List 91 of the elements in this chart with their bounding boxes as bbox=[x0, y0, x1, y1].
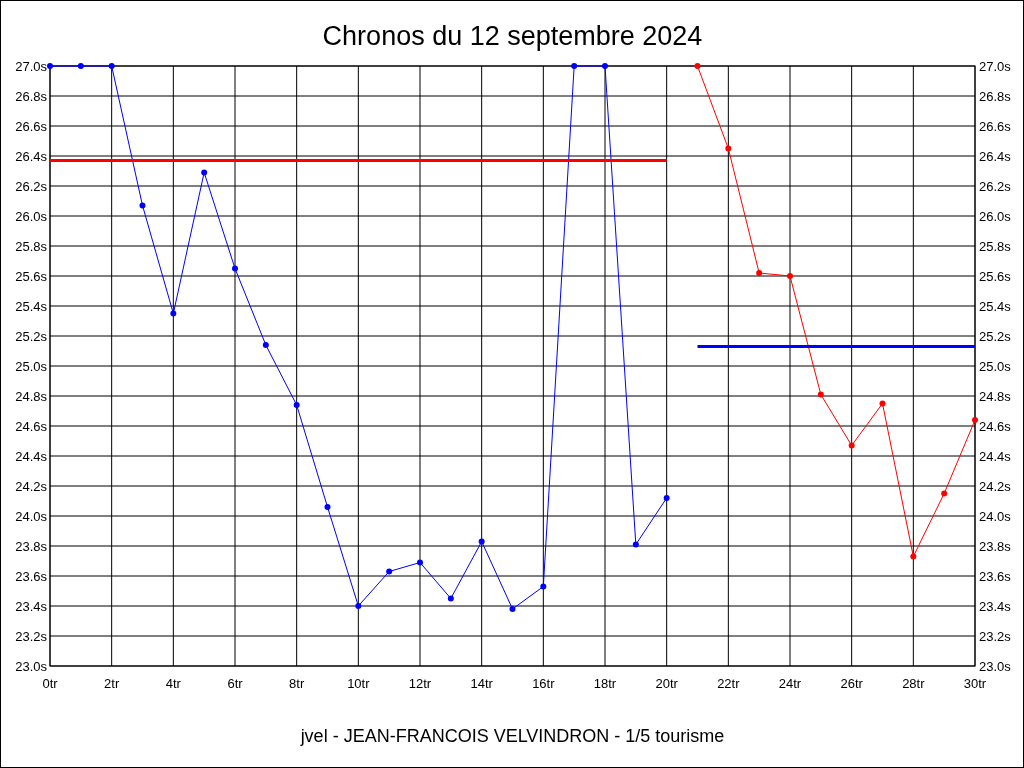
y-tick-label: 23.2s bbox=[15, 629, 48, 644]
point bbox=[232, 265, 238, 272]
point bbox=[47, 63, 53, 69]
point bbox=[139, 202, 146, 209]
y-tick-label: 23.0s bbox=[15, 659, 48, 674]
y-tick-label: 26.0s bbox=[15, 209, 48, 224]
x-tick-label: 26tr bbox=[840, 676, 864, 691]
point bbox=[355, 603, 362, 609]
x-tick-label: 14tr bbox=[470, 676, 494, 691]
point bbox=[509, 606, 516, 612]
point bbox=[324, 504, 331, 510]
y2-tick-label: 27.0s bbox=[979, 59, 1012, 74]
point bbox=[632, 541, 639, 548]
y-tick-label: 25.6s bbox=[15, 269, 48, 284]
point bbox=[879, 400, 886, 407]
y2-tick-label: 26.6s bbox=[979, 119, 1012, 134]
y2-tick-label: 23.0s bbox=[979, 659, 1012, 674]
y-tick-label: 25.4s bbox=[15, 299, 48, 314]
text: jvel - JEAN-FRANCOIS VELVINDRON - 1/5 tourisme bbox=[299, 726, 725, 746]
y-tick-label: 25.0s bbox=[15, 359, 48, 374]
x-tick-label: 6tr bbox=[227, 676, 244, 691]
point bbox=[787, 273, 793, 279]
y2-tick-label: 26.4s bbox=[979, 149, 1012, 164]
point bbox=[941, 490, 948, 497]
y2-tick-label: 24.0s bbox=[979, 509, 1012, 524]
point bbox=[417, 559, 423, 566]
point bbox=[77, 63, 84, 69]
point bbox=[571, 63, 578, 69]
point bbox=[756, 270, 763, 276]
y2-tick-label: 25.2s bbox=[979, 329, 1012, 344]
point bbox=[293, 402, 300, 408]
y-tick-label: 27.0s bbox=[15, 59, 48, 74]
x-tick-label: 16tr bbox=[532, 676, 556, 691]
point bbox=[602, 63, 608, 69]
point bbox=[817, 391, 824, 398]
y2-tick-label: 25.4s bbox=[979, 299, 1012, 314]
y2-tick-label: 26.8s bbox=[979, 89, 1012, 104]
y-tick-label: 26.2s bbox=[15, 179, 48, 194]
y2-tick-label: 24.4s bbox=[979, 449, 1012, 464]
y-tick-label: 24.8s bbox=[15, 389, 48, 404]
y-tick-label: 26.8s bbox=[15, 89, 48, 104]
y2-tick-label: 24.6s bbox=[979, 419, 1012, 434]
x-tick-label: 12tr bbox=[408, 676, 432, 691]
y2-tick-label: 26.2s bbox=[979, 179, 1012, 194]
x-tick-label: 8tr bbox=[289, 676, 305, 691]
point bbox=[170, 310, 177, 317]
point bbox=[663, 495, 670, 501]
x-tick-label: 20tr bbox=[655, 676, 679, 691]
y-tick-label: 24.0s bbox=[15, 509, 48, 524]
y2-tick-label: 23.2s bbox=[979, 629, 1012, 644]
y2-tick-label: 26.0s bbox=[979, 209, 1012, 224]
x-tick-label: 24tr bbox=[778, 676, 802, 691]
point bbox=[910, 553, 917, 560]
x-tick-label: 2tr bbox=[104, 676, 120, 691]
x-tick-label: 28tr bbox=[902, 676, 926, 691]
x-tick-label: 22tr bbox=[717, 676, 741, 691]
y-tick-label: 23.4s bbox=[15, 599, 48, 614]
point bbox=[386, 568, 393, 575]
x-tick-label: 30tr bbox=[963, 676, 987, 691]
y2-tick-label: 25.8s bbox=[979, 239, 1012, 254]
y-tick-label: 24.2s bbox=[15, 479, 48, 494]
y-tick-label: 26.6s bbox=[15, 119, 48, 134]
y2-tick-label: 25.0s bbox=[979, 359, 1012, 374]
x-tick-label: 4tr bbox=[165, 676, 182, 691]
point bbox=[201, 169, 208, 176]
y-tick-label: 23.6s bbox=[15, 569, 48, 584]
x-tick-label: 18tr bbox=[593, 676, 617, 691]
y2-tick-label: 23.8s bbox=[979, 539, 1012, 554]
y-tick-label: 25.2s bbox=[15, 329, 48, 344]
y-tick-label: 26.4s bbox=[15, 149, 48, 164]
y-tick-label: 25.8s bbox=[15, 239, 48, 254]
y2-tick-label: 24.8s bbox=[979, 389, 1012, 404]
x-tick-label: 0tr bbox=[42, 676, 59, 691]
x-tick-label: 10tr bbox=[347, 676, 371, 691]
y2-tick-label: 23.4s bbox=[979, 599, 1012, 614]
y2-tick-label: 24.2s bbox=[979, 479, 1012, 494]
y2-tick-label: 25.6s bbox=[979, 269, 1012, 284]
point bbox=[972, 417, 978, 423]
point bbox=[108, 63, 115, 69]
chart-title: Chronos du 12 septembre 2024 bbox=[322, 21, 703, 51]
y-tick-label: 24.4s bbox=[15, 449, 48, 464]
point bbox=[262, 342, 269, 348]
point bbox=[725, 145, 732, 152]
point bbox=[540, 583, 547, 590]
point bbox=[694, 63, 701, 69]
point bbox=[447, 595, 454, 602]
y2-tick-label: 23.6s bbox=[979, 569, 1012, 584]
y-tick-label: 24.6s bbox=[15, 419, 48, 434]
point bbox=[478, 538, 485, 545]
y-tick-label: 23.8s bbox=[15, 539, 48, 554]
point bbox=[848, 442, 855, 449]
